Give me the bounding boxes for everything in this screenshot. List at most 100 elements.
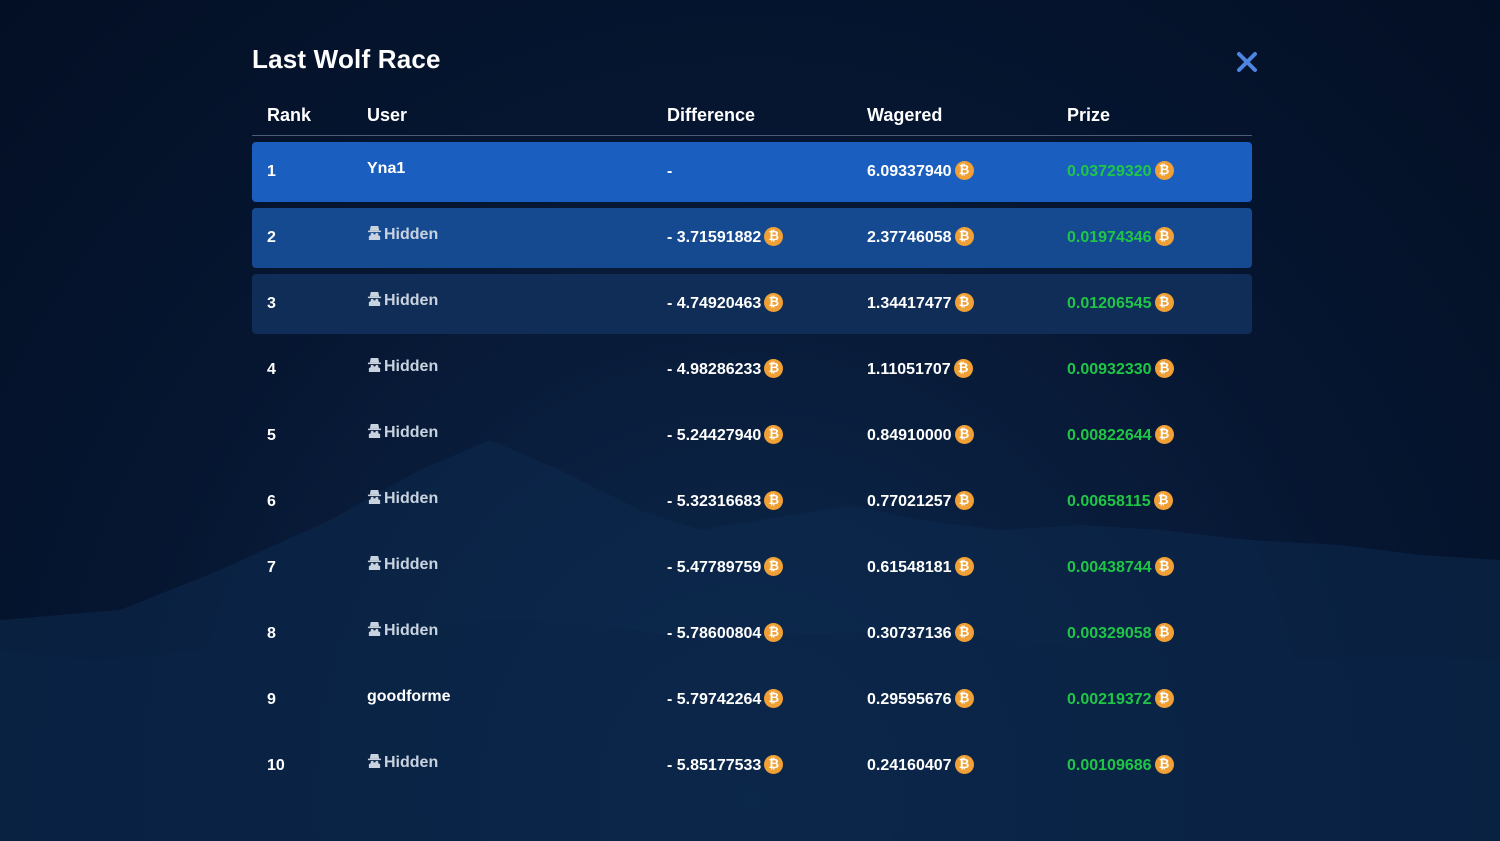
user-cell: Hidden: [367, 291, 438, 311]
rank-cell: 1: [267, 163, 276, 180]
bitcoin-icon: ₿: [764, 623, 784, 643]
difference-value: - 5.85177533: [667, 757, 762, 774]
bitcoin-icon: ₿: [1154, 689, 1174, 709]
prize-cell: 0.00658115 ₿: [1067, 491, 1173, 512]
rank-cell: 5: [267, 427, 276, 444]
user-name: Yna1: [367, 160, 406, 177]
bitcoin-icon: ₿: [954, 623, 974, 643]
user-name: Hidden: [384, 754, 439, 771]
prize-cell: 0.00822644 ₿: [1067, 425, 1174, 446]
difference-cell: - 5.47789759 ₿: [667, 557, 784, 578]
wagered-cell: 2.37746058 ₿: [867, 227, 974, 248]
header-difference: Difference: [667, 105, 756, 125]
bitcoin-icon: ₿: [954, 491, 974, 511]
difference-value: - 5.24427940: [667, 427, 762, 444]
bitcoin-icon: ₿: [764, 491, 784, 511]
difference-cell: - 5.85177533 ₿: [667, 755, 784, 776]
header-wagered: Wagered: [867, 105, 943, 125]
rank-cell: 3: [267, 295, 276, 312]
prize-cell: 0.00109686 ₿: [1067, 755, 1174, 776]
bitcoin-icon: ₿: [954, 425, 974, 445]
bitcoin-icon: ₿: [1154, 359, 1174, 379]
user-name: Hidden: [384, 424, 439, 441]
prize-cell: 0.00219372 ₿: [1067, 689, 1174, 710]
difference-cell: - 5.24427940 ₿: [667, 425, 784, 446]
bitcoin-icon: ₿: [954, 755, 974, 775]
prize-value: 0.00822644: [1067, 427, 1152, 444]
difference-value: -: [667, 163, 673, 180]
difference-value: - 4.98286233: [667, 361, 762, 378]
wagered-cell: 0.24160407 ₿: [867, 755, 974, 776]
wagered-value: 6.09337940: [867, 163, 952, 180]
bitcoin-icon: ₿: [764, 689, 784, 709]
rank-cell: 6: [267, 493, 276, 510]
rank-cell: 10: [267, 757, 285, 774]
difference-value: - 3.71591882: [667, 229, 762, 246]
wagered-cell: 1.11051707 ₿: [867, 359, 973, 380]
user-cell: Hidden: [367, 555, 438, 575]
prize-value: 0.01974346: [1067, 229, 1152, 246]
bitcoin-icon: ₿: [764, 557, 784, 577]
wagered-cell: 0.29595676 ₿: [867, 689, 974, 710]
wagered-value: 0.29595676: [867, 691, 952, 708]
wagered-value: 1.11051707: [867, 361, 951, 378]
table-row: 7 Hidden - 5.47789759 ₿ 0.61548181 ₿ 0.0043874…: [252, 538, 1252, 598]
rank-cell: 4: [267, 361, 276, 378]
bitcoin-icon: ₿: [1154, 161, 1174, 181]
table-row: 5 Hidden - 5.24427940 ₿ 0.84910000 ₿ 0.0082264…: [252, 406, 1252, 466]
rank-cell: 8: [267, 625, 276, 642]
wagered-value: 1.34417477: [867, 295, 952, 312]
prize-cell: 0.01206545 ₿: [1067, 293, 1174, 314]
wagered-value: 0.24160407: [867, 757, 952, 774]
user-cell: Hidden: [367, 621, 438, 641]
user-cell: Hidden: [367, 225, 438, 245]
user-name: Hidden: [384, 226, 439, 243]
wagered-cell: 1.34417477 ₿: [867, 293, 974, 314]
wagered-value: 0.30737136: [867, 625, 952, 642]
table-row: 2 Hidden - 3.71591882 ₿ 2.37746058 ₿ 0.0197434…: [252, 208, 1252, 268]
table-row: 4 Hidden - 4.98286233 ₿ 1.11051707 ₿ 0.0093233…: [252, 340, 1252, 400]
wagered-value: 2.37746058: [867, 229, 952, 246]
prize-value: 0.00219372: [1067, 691, 1152, 708]
table-row: 10 Hidden - 5.85177533 ₿ 0.24160407 ₿ 0.001096…: [252, 736, 1252, 796]
bitcoin-icon: ₿: [954, 557, 974, 577]
user-cell: Hidden: [367, 357, 438, 377]
table-row: 3 Hidden - 4.74920463 ₿ 1.34417477 ₿ 0.0120654…: [252, 274, 1252, 334]
difference-cell: -: [667, 162, 672, 182]
bitcoin-icon: ₿: [1154, 227, 1174, 247]
user-name: Hidden: [384, 622, 439, 639]
prize-value: 0.00932330: [1067, 361, 1152, 378]
difference-cell: - 5.32316683 ₿: [667, 491, 784, 512]
user-name: Hidden: [384, 358, 439, 375]
user-name: Hidden: [384, 556, 439, 573]
difference-cell: - 4.98286233 ₿: [667, 359, 784, 380]
prize-value: 0.00109686: [1067, 757, 1152, 774]
incognito-icon: [367, 292, 382, 307]
difference-cell: - 5.79742264 ₿: [667, 689, 784, 710]
bitcoin-icon: ₿: [764, 359, 784, 379]
bitcoin-icon: ₿: [764, 755, 784, 775]
wagered-value: 0.61548181: [867, 559, 952, 576]
prize-value: 0.03729320: [1067, 163, 1152, 180]
difference-value: - 5.79742264: [667, 691, 762, 708]
bitcoin-icon: ₿: [954, 293, 974, 313]
header-prize: Prize: [1067, 105, 1111, 125]
user-cell: Hidden: [367, 423, 438, 443]
difference-cell: - 3.71591882 ₿: [667, 227, 784, 248]
modal-title: Last Wolf Race: [252, 44, 441, 74]
rank-cell: 7: [267, 559, 276, 576]
user-cell: Yna1: [367, 159, 405, 179]
header-user: User: [367, 105, 408, 125]
prize-value: 0.00438744: [1067, 559, 1152, 576]
prize-value: 0.01206545: [1067, 295, 1152, 312]
prize-cell: 0.00438744 ₿: [1067, 557, 1174, 578]
wagered-cell: 0.61548181 ₿: [867, 557, 974, 578]
close-icon[interactable]: [1235, 50, 1259, 74]
wagered-cell: 0.84910000 ₿: [867, 425, 974, 446]
table-row: 6 Hidden - 5.32316683 ₿ 0.77021257 ₿ 0.0065811…: [252, 472, 1252, 532]
incognito-icon: [367, 424, 382, 439]
prize-value: 0.00329058: [1067, 625, 1152, 642]
user-name: goodforme: [367, 688, 451, 705]
table-row: 1 Yna1-6.09337940 ₿ 0.03729320 ₿: [252, 142, 1252, 202]
wagered-cell: 0.30737136 ₿: [867, 623, 974, 644]
